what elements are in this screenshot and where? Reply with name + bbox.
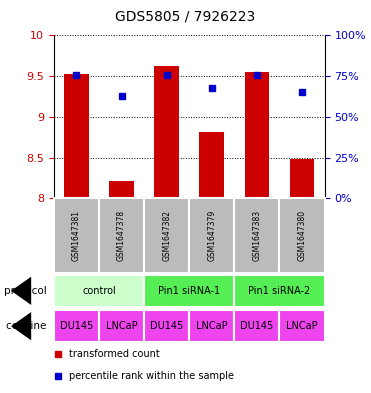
Text: control: control	[82, 286, 116, 296]
Text: GSM1647378: GSM1647378	[117, 210, 126, 261]
Bar	[99, 310, 144, 342]
Bar	[199, 132, 224, 198]
Bar	[99, 198, 144, 273]
Text: LNCaP: LNCaP	[196, 321, 227, 331]
Text: protocol: protocol	[4, 286, 46, 296]
Bar	[64, 74, 89, 198]
Text: DU145: DU145	[60, 321, 93, 331]
Bar	[144, 310, 189, 342]
Bar	[189, 310, 234, 342]
Text: GSM1647381: GSM1647381	[72, 210, 81, 261]
Bar	[234, 275, 325, 307]
Bar	[54, 310, 99, 342]
Text: Pin1 siRNA-2: Pin1 siRNA-2	[248, 286, 311, 296]
Text: LNCaP: LNCaP	[106, 321, 137, 331]
Polygon shape	[11, 312, 31, 340]
Bar	[109, 180, 134, 198]
Polygon shape	[11, 277, 31, 305]
Bar	[290, 158, 315, 198]
Text: GSM1647383: GSM1647383	[252, 210, 262, 261]
Text: DU145: DU145	[240, 321, 273, 331]
Bar	[54, 198, 99, 273]
Bar	[234, 198, 279, 273]
Text: transformed count: transformed count	[69, 349, 160, 359]
Text: Pin1 siRNA-1: Pin1 siRNA-1	[158, 286, 220, 296]
Bar	[279, 198, 325, 273]
Text: GDS5805 / 7926223: GDS5805 / 7926223	[115, 10, 256, 24]
Text: DU145: DU145	[150, 321, 183, 331]
Text: LNCaP: LNCaP	[286, 321, 318, 331]
Bar	[279, 310, 325, 342]
Bar	[244, 72, 269, 198]
Text: GSM1647379: GSM1647379	[207, 210, 216, 261]
Bar	[189, 198, 234, 273]
Text: GSM1647382: GSM1647382	[162, 210, 171, 261]
Text: cell line: cell line	[6, 321, 46, 331]
Bar	[144, 275, 234, 307]
Text: GSM1647380: GSM1647380	[298, 210, 306, 261]
Bar	[54, 275, 144, 307]
Bar	[234, 310, 279, 342]
Bar	[154, 66, 179, 198]
Text: percentile rank within the sample: percentile rank within the sample	[69, 371, 234, 382]
Bar	[144, 198, 189, 273]
